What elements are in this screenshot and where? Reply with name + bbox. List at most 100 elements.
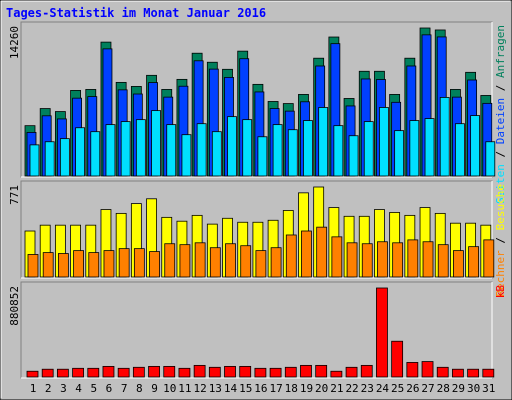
x-tick-label: 30 — [467, 382, 480, 395]
bar — [439, 97, 450, 177]
bar — [196, 123, 207, 177]
bar — [407, 239, 419, 278]
x-tick-label: 5 — [90, 382, 97, 395]
bar — [391, 340, 404, 378]
x-tick-label: 22 — [345, 382, 358, 395]
x-tick-label: 2 — [45, 382, 52, 395]
bar — [118, 248, 130, 278]
x-tick-label: 13 — [209, 382, 222, 395]
bar — [348, 135, 359, 177]
bar — [151, 110, 161, 177]
bar — [239, 365, 252, 378]
x-tick-label: 14 — [224, 382, 238, 395]
bar — [377, 241, 388, 278]
x-tick-label: 7 — [121, 382, 128, 395]
bar — [470, 115, 481, 177]
bar — [209, 247, 221, 278]
bar — [361, 243, 373, 278]
bar — [270, 247, 282, 278]
bar — [120, 121, 131, 177]
bar — [72, 367, 84, 378]
legend-entry: Seiten — [494, 164, 507, 204]
legend-separator: / — [494, 144, 507, 164]
bar — [133, 248, 145, 278]
bar — [148, 365, 160, 378]
x-tick-label: 18 — [285, 382, 298, 395]
bar — [166, 124, 177, 177]
x-tick-label: 15 — [239, 382, 252, 395]
bar — [132, 366, 145, 378]
bar — [27, 254, 39, 278]
bar — [345, 366, 358, 378]
bar — [135, 119, 146, 177]
bar — [225, 243, 236, 278]
bar — [284, 366, 297, 378]
bar — [88, 252, 100, 278]
bar — [379, 107, 389, 177]
bar — [75, 127, 85, 177]
bar — [181, 134, 192, 177]
bar — [315, 364, 328, 378]
bar — [57, 253, 69, 278]
x-tick-label: 11 — [178, 382, 191, 395]
bar — [193, 364, 206, 378]
bar — [163, 365, 176, 378]
bar — [421, 361, 434, 378]
legend-separator: / — [494, 78, 507, 98]
bar — [194, 242, 206, 278]
x-tick-label: 8 — [136, 382, 143, 395]
bar — [485, 141, 496, 177]
x-tick-label: 9 — [151, 382, 158, 395]
bar — [90, 131, 101, 177]
bar — [117, 367, 130, 378]
x-tick-label: 16 — [254, 382, 267, 395]
bar — [73, 250, 84, 278]
x-tick-label: 12 — [194, 382, 207, 395]
legend-entry: Rechner — [494, 250, 507, 297]
x-tick-label: 25 — [391, 382, 404, 395]
bar — [360, 364, 373, 378]
legend: Seiten / Dateien / Anfragen — [494, 25, 507, 204]
x-tick-label: 21 — [330, 382, 343, 395]
bar — [409, 120, 420, 177]
bar — [455, 123, 465, 177]
x-tick-label: 28 — [437, 382, 450, 395]
bar — [453, 250, 464, 278]
bar — [333, 125, 344, 177]
x-tick-label: 1 — [30, 382, 37, 395]
bar — [285, 234, 297, 278]
bar — [59, 138, 70, 177]
bar — [392, 242, 404, 278]
bar — [452, 368, 464, 378]
bar — [467, 368, 480, 378]
x-tick-label: 4 — [75, 382, 82, 395]
bar — [483, 239, 495, 278]
x-tick-label: 17 — [269, 382, 282, 395]
bar — [406, 362, 419, 378]
bar — [287, 129, 298, 177]
x-tick-label: 31 — [482, 382, 495, 395]
bar — [149, 251, 160, 278]
bar — [208, 366, 221, 378]
bar — [330, 370, 343, 378]
x-tick-label: 27 — [421, 382, 434, 395]
bar — [318, 107, 329, 177]
bar — [44, 141, 55, 177]
bar — [42, 252, 54, 278]
x-tick-label: 20 — [315, 382, 328, 395]
bar — [242, 119, 253, 177]
legend: Rechner / Besuche — [494, 184, 507, 297]
bar — [255, 250, 267, 278]
y-tick-label: 14260 — [8, 26, 21, 59]
bar — [29, 144, 40, 177]
bar — [102, 365, 115, 378]
bar — [164, 243, 176, 278]
x-tick-label: 29 — [452, 382, 465, 395]
bar — [482, 368, 495, 378]
x-tick-label: 10 — [163, 382, 176, 395]
bar — [346, 242, 358, 278]
bar — [257, 136, 268, 177]
x-tick-label: 6 — [106, 382, 113, 395]
bar — [240, 245, 252, 278]
